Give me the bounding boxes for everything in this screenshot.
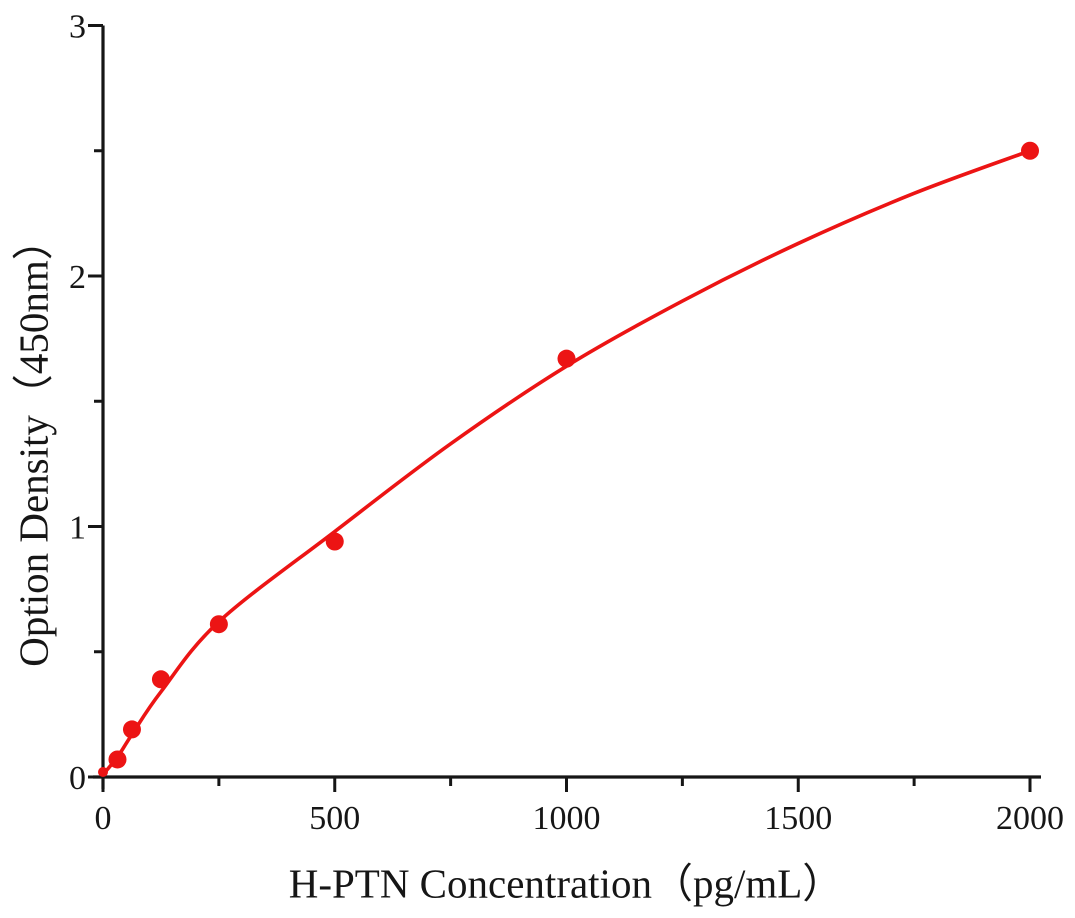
data-point xyxy=(557,349,576,368)
data-point xyxy=(209,615,228,634)
y-axis-title: Option Density（450nm） xyxy=(10,219,57,667)
x-tick-label: 0 xyxy=(95,800,112,837)
x-tick-label: 500 xyxy=(309,800,360,837)
x-axis-title: H-PTN Concentration（pg/mL） xyxy=(288,860,844,907)
data-point xyxy=(325,532,344,551)
x-tick-label: 1000 xyxy=(533,800,601,837)
data-point xyxy=(122,720,141,739)
data-point xyxy=(108,750,127,769)
y-tick-label: 2 xyxy=(69,259,86,296)
y-tick-label: 3 xyxy=(69,9,86,46)
standard-curve-line xyxy=(101,148,1032,777)
x-tick-label: 2000 xyxy=(996,800,1064,837)
y-tick-label: 1 xyxy=(69,510,86,547)
y-tick-label: 0 xyxy=(69,760,86,797)
data-point xyxy=(1021,141,1039,160)
x-tick-label: 1500 xyxy=(764,800,832,837)
data-point xyxy=(151,670,170,689)
data-point xyxy=(98,766,108,777)
